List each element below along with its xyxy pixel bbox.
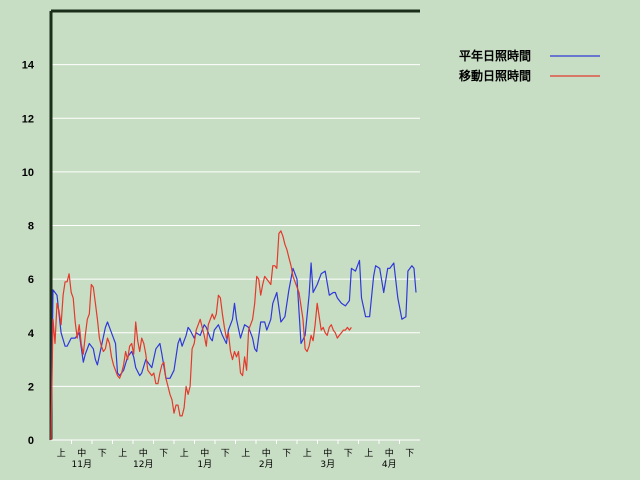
y-tick-label: 4	[28, 328, 35, 340]
period-label: 上	[303, 448, 312, 459]
legend: 平年日照時間 移動日照時間	[459, 48, 600, 83]
month-label: 4月	[382, 459, 397, 470]
y-tick-label: 12	[22, 113, 34, 125]
x-tick-marks	[71, 440, 400, 444]
period-label: 下	[405, 449, 414, 459]
period-label: 下	[98, 449, 107, 459]
series-line-0	[50, 259, 417, 441]
y-tick-label: 14	[22, 60, 35, 72]
legend-label-1: 移動日照時間	[459, 68, 531, 83]
period-label: 下	[221, 449, 230, 459]
period-label: 上	[57, 448, 66, 459]
y-tick-label: 0	[28, 435, 34, 447]
month-label: 2月	[259, 459, 274, 470]
y-tick-label: 8	[28, 221, 34, 233]
period-label: 中	[262, 447, 271, 459]
month-label: 1月	[197, 459, 212, 470]
y-grid-lines	[51, 64, 420, 387]
y-tick-label: 10	[22, 167, 34, 179]
period-label: 上	[241, 448, 250, 459]
month-label: 11月	[72, 459, 92, 470]
period-label: 下	[159, 449, 168, 459]
month-label: 12月	[133, 459, 153, 470]
period-label: 中	[323, 447, 332, 459]
y-tick-labels: 0 2 4 6 8 10 12 14	[22, 60, 35, 447]
series-layer	[50, 230, 417, 441]
y-tick-label: 2	[28, 381, 34, 393]
period-label: 中	[77, 447, 86, 459]
period-label: 中	[200, 447, 209, 459]
period-label: 上	[364, 448, 373, 459]
y-tick-label: 6	[28, 274, 34, 286]
period-label: 中	[385, 447, 394, 459]
x-tick-labels: 上中下上中下上中下上中下上中下上中下11月 12月 1月 2月 3月 4月	[57, 447, 415, 470]
period-label: 下	[282, 449, 291, 459]
period-label: 上	[118, 448, 127, 459]
month-label: 3月	[320, 459, 335, 470]
series-line-1	[50, 230, 352, 441]
period-label: 下	[344, 449, 353, 459]
period-label: 中	[139, 447, 148, 459]
period-label: 上	[180, 448, 189, 459]
legend-label-0: 平年日照時間	[459, 48, 531, 63]
